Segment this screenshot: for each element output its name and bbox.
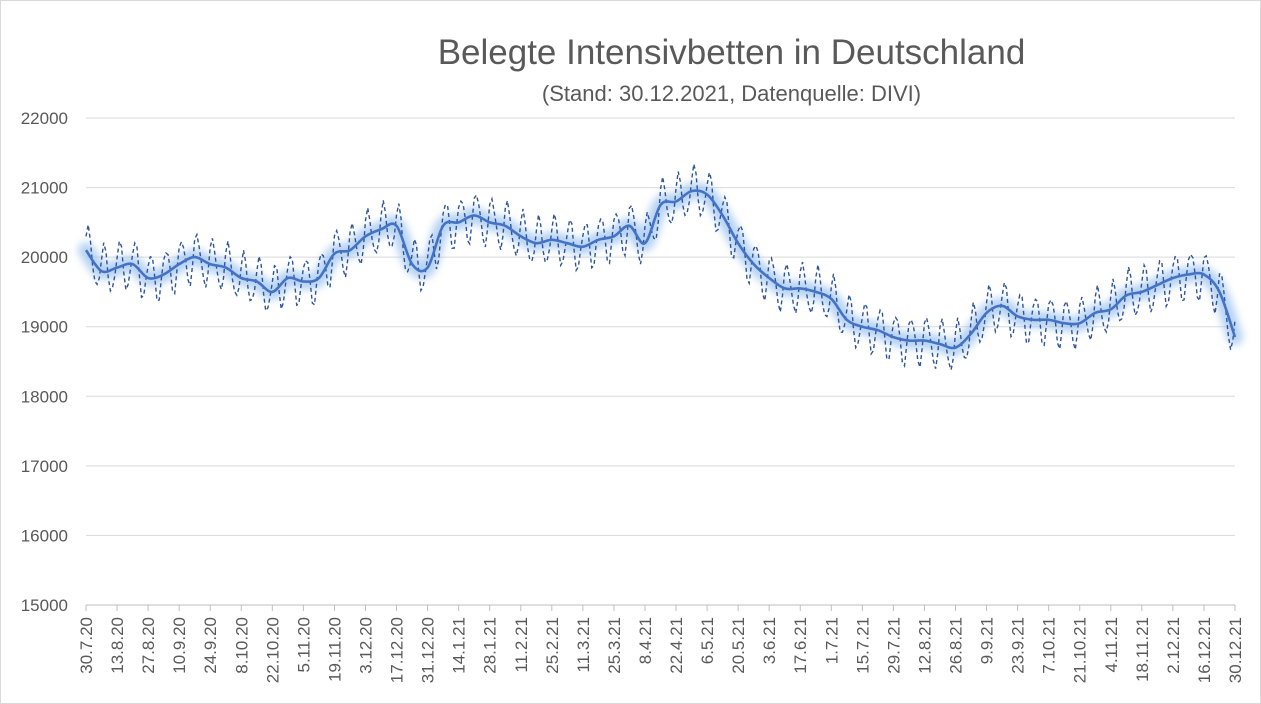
x-axis: 30.7.20 13.8.20 27.8.20 10.9.20 24.9.20 8.10.… [77, 605, 1245, 683]
y-tick-label: 15000 [21, 596, 68, 615]
series-line-trend [84, 189, 1237, 350]
x-tick-label: 24.9.20 [201, 617, 220, 674]
x-tick-label: 2.12.21 [1164, 617, 1183, 674]
series [78, 163, 1243, 371]
x-tick-label: 22.10.20 [263, 617, 282, 683]
x-tick-label: 14.1.21 [450, 617, 469, 674]
x-tick-label: 8.4.21 [636, 617, 655, 664]
x-tick-label: 22.4.21 [667, 617, 686, 674]
x-tick-label: 16.12.21 [1195, 617, 1214, 683]
x-tick-label: 18.11.21 [1133, 617, 1152, 682]
y-tick-label: 18000 [21, 387, 68, 406]
x-tick-label: 3.6.21 [760, 617, 779, 664]
x-tick-label: 25.3.21 [605, 617, 624, 674]
x-tick-label: 21.10.21 [1071, 617, 1090, 683]
x-tick-label: 17.12.20 [388, 617, 407, 683]
x-tick-label: 7.10.21 [1040, 617, 1059, 674]
x-tick-label: 30.12.21 [1226, 617, 1245, 683]
x-tick-label: 10.9.20 [170, 617, 189, 674]
y-axis: 15000 16000 17000 18000 19000 20000 21000 22000 [21, 109, 68, 615]
y-tick-label: 16000 [21, 526, 68, 545]
x-tick-label: 26.8.21 [947, 617, 966, 674]
y-tick-label: 22000 [21, 109, 68, 128]
x-tick-label: 20.5.21 [729, 617, 748, 674]
y-tick-label: 19000 [21, 318, 68, 337]
y-tick-label: 21000 [21, 179, 68, 198]
x-tick-label: 15.7.21 [853, 617, 872, 674]
y-tick-label: 20000 [21, 248, 68, 267]
x-tick-label: 28.1.21 [481, 617, 500, 674]
y-tick-label: 17000 [21, 457, 68, 476]
x-tick-label: 6.5.21 [698, 617, 717, 664]
x-tick-label: 11.2.21 [512, 617, 531, 672]
series-line-daily [85, 163, 1236, 371]
chart-subtitle: (Stand: 30.12.2021, Datenquelle: DIVI) [541, 81, 922, 106]
x-tick-label: 30.7.20 [77, 617, 96, 674]
x-tick-label: 12.8.21 [915, 617, 934, 674]
chart-title: Belegte Intensivbetten in Deutschland [437, 33, 1026, 72]
x-tick-label: 19.11.20 [325, 617, 344, 682]
gridlines [86, 117, 1235, 606]
x-tick-label: 3.12.20 [356, 617, 375, 674]
x-tick-label: 13.8.20 [108, 617, 127, 674]
x-tick-label: 29.7.21 [884, 617, 903, 674]
x-tick-label: 25.2.21 [543, 617, 562, 674]
x-tick-label: 9.9.21 [978, 617, 997, 664]
x-tick-label: 8.10.20 [232, 617, 251, 674]
x-tick-label: 5.11.20 [294, 617, 313, 672]
x-tick-label: 23.9.21 [1009, 617, 1028, 674]
x-tick-label: 17.6.21 [791, 617, 810, 674]
x-tick-label: 27.8.20 [139, 617, 158, 674]
x-tick-label: 4.11.21 [1102, 617, 1121, 672]
x-tick-label: 31.12.20 [419, 617, 438, 683]
x-tick-label: 11.3.21 [574, 617, 593, 672]
x-tick-label: 1.7.21 [822, 617, 841, 664]
